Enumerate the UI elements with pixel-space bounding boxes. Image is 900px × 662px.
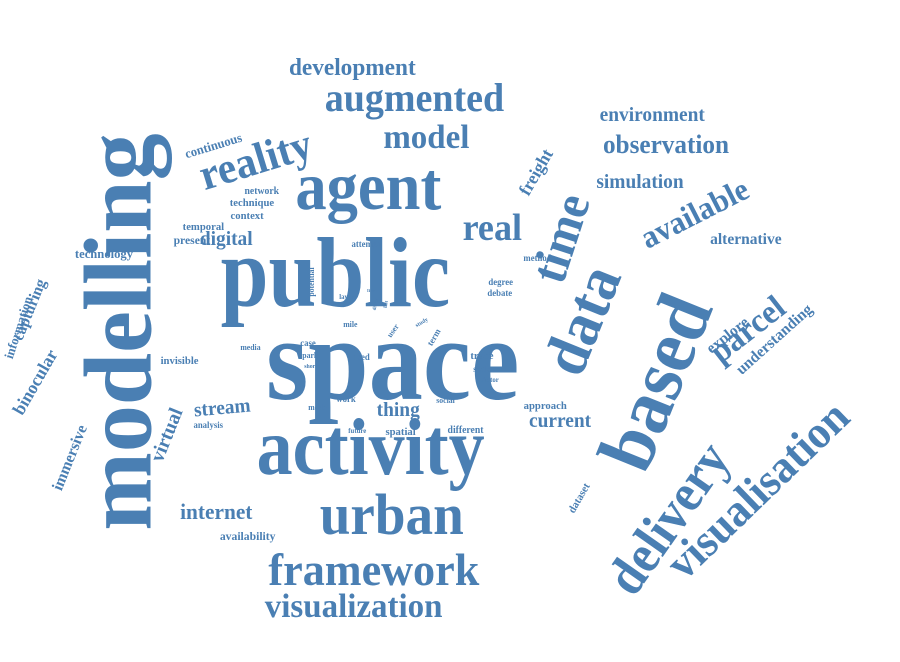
word-layer: layer [338, 292, 354, 301]
word-attempt: attempt [351, 238, 381, 249]
word-invisible: invisible [160, 354, 199, 367]
word-internet: internet [179, 499, 252, 524]
word-park: park [302, 351, 319, 360]
word-urban: urban [319, 482, 464, 547]
word-thing: thing [376, 399, 420, 421]
word-social: social [435, 396, 455, 405]
word-spatial: spatial [384, 425, 416, 438]
word-visitor: visitor [479, 375, 499, 384]
word-simulation: simulation [596, 171, 684, 193]
word-mile: mile [342, 320, 357, 329]
word-different: different [447, 425, 483, 436]
word-public: public [220, 217, 450, 328]
word-feed: feed [354, 351, 370, 362]
word-framework: framework [268, 544, 480, 595]
word-short: short [303, 364, 317, 370]
word-potential: potential [307, 267, 317, 297]
word-temporal: temporal [182, 220, 224, 233]
word-alternative: alternative [710, 231, 782, 248]
word-approach: approach [523, 399, 567, 412]
word-media: media [239, 343, 261, 352]
word-observation: observation [602, 130, 730, 159]
word-modelling: modelling [64, 133, 172, 531]
word-analysis: analysis [192, 419, 223, 430]
word-digital: digital [199, 228, 253, 250]
word-agent: agent [294, 148, 441, 224]
word-current: current [528, 410, 592, 432]
word-mode: mode [307, 403, 326, 412]
word-case: case [300, 337, 316, 348]
word-fine: fine [367, 288, 375, 294]
word-stream: stream [192, 394, 251, 422]
word-trace: trace [470, 349, 494, 362]
word-technique: technique [229, 196, 275, 209]
word-real: real [462, 207, 522, 249]
word-development: development [288, 55, 416, 81]
word-context: context [230, 209, 264, 222]
word-technology: technology [74, 245, 134, 261]
word-debate: debate [487, 287, 513, 298]
word-environment: environment [599, 104, 705, 126]
word-activity: activity [256, 404, 485, 492]
word-binocular: binocular [8, 345, 62, 419]
word-future: future [347, 426, 366, 435]
word-scale: scale [472, 363, 491, 374]
word-method: method [522, 252, 552, 263]
word-network: network [244, 186, 280, 197]
word-present: present [173, 233, 211, 247]
word-degree: degree [487, 276, 513, 287]
word-model: model [382, 119, 469, 156]
word-dataset: dataset [566, 480, 593, 515]
word-visualization: visualization [264, 588, 443, 625]
word-work: work [336, 393, 356, 404]
word-space: space [265, 294, 519, 425]
word-augmented: augmented [324, 75, 504, 120]
word-availability: availability [219, 529, 275, 543]
